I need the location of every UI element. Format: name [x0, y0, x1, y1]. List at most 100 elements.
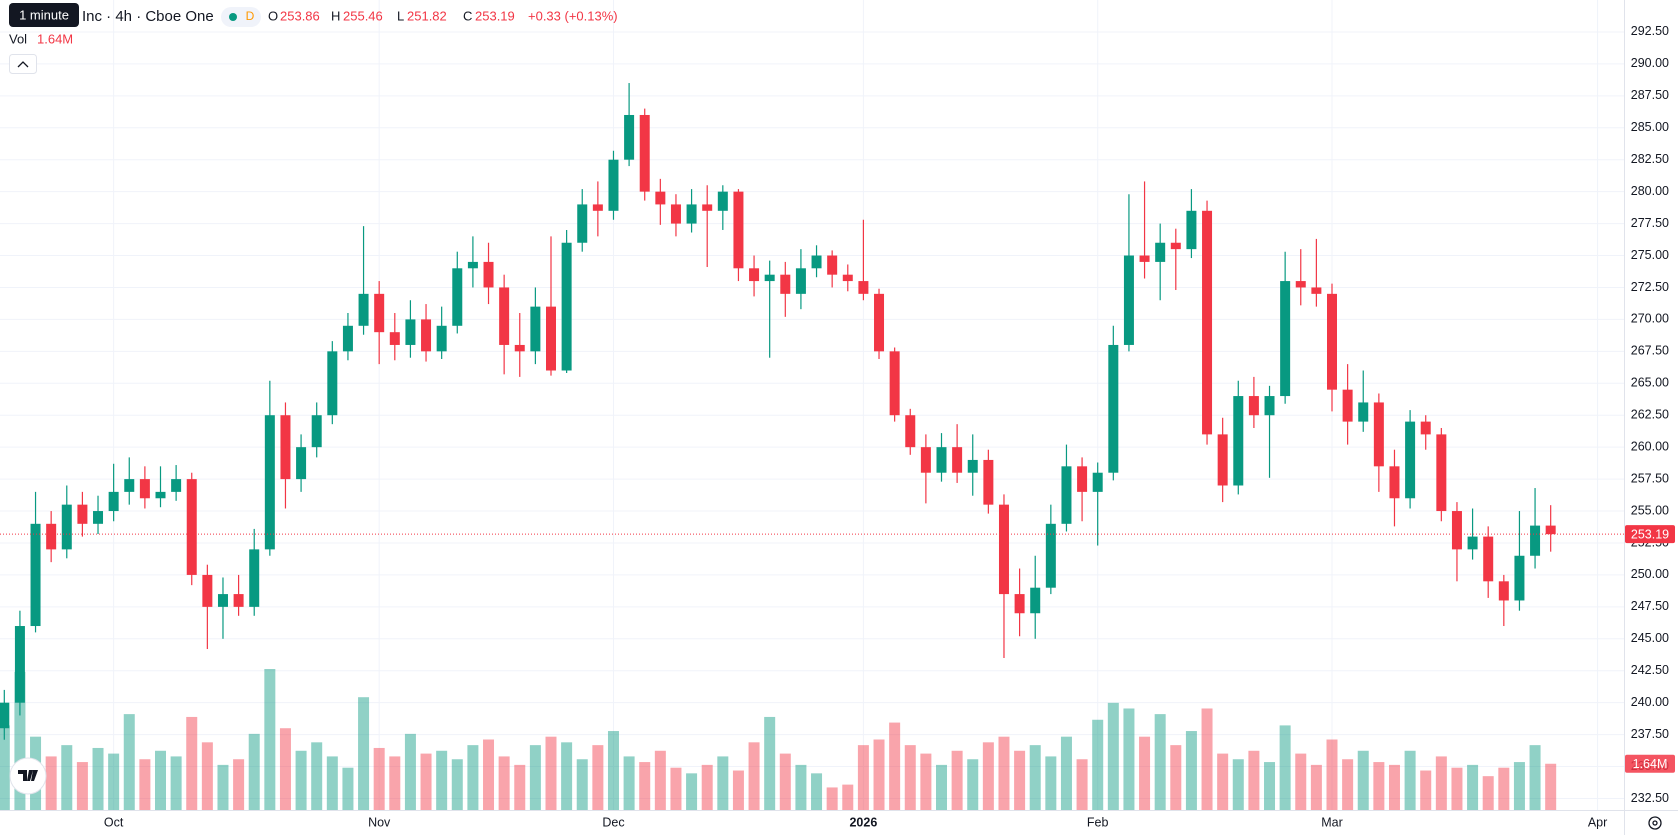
candle-body [108, 491, 119, 512]
symbol-title[interactable]: Inc · 4h · Cboe One [82, 8, 214, 25]
candle-body [858, 281, 869, 294]
candle-body [827, 255, 838, 275]
volume-bar [1498, 767, 1510, 810]
volume-bar [1092, 719, 1104, 810]
y-tick-label: 250.00 [1631, 567, 1669, 581]
volume-bar [998, 736, 1010, 810]
volume-bar [842, 784, 854, 810]
candle-body [14, 626, 25, 703]
candle-body [1202, 210, 1213, 435]
volume-bar [1014, 750, 1026, 810]
volume-bar [701, 764, 713, 810]
ohlc-value: 253.19 [475, 8, 515, 23]
candle-body [139, 479, 150, 499]
x-tick-label: 2026 [849, 815, 877, 829]
candle-body [77, 504, 88, 524]
volume-bar [1326, 739, 1338, 810]
y-tick-label: 247.50 [1631, 599, 1669, 613]
change: +0.33 (+0.13%) [528, 8, 618, 23]
volume-bar [732, 770, 744, 810]
candle-body [670, 204, 681, 224]
ohlc-label: L [397, 8, 404, 23]
volume-bar [529, 745, 541, 810]
candle-body [577, 204, 588, 243]
volume-bar [1170, 745, 1182, 810]
candle-body [1186, 210, 1197, 250]
volume-bar [498, 756, 510, 810]
candle-body [296, 447, 307, 480]
collapse-button[interactable] [9, 54, 37, 74]
candle-body [1217, 434, 1228, 486]
volume-bar [1201, 708, 1213, 810]
volume-bar [1404, 750, 1416, 810]
volume-bar [1295, 753, 1307, 810]
volume-bar [779, 753, 791, 810]
volume-bar [1435, 756, 1447, 810]
volume-bar [1482, 776, 1494, 810]
volume-bar [982, 742, 994, 810]
last-volume-box [1625, 754, 1675, 773]
settings[interactable] [1648, 816, 1662, 830]
candle-body [811, 255, 822, 269]
market-dot [229, 13, 237, 21]
volume-bar [389, 756, 401, 810]
y-tick-label: 270.00 [1631, 312, 1669, 326]
ohlc-value: 253.86 [280, 8, 320, 23]
last-price-label: 253.19 [1631, 527, 1669, 541]
candle-body [1045, 523, 1056, 588]
volume-bar [1467, 764, 1479, 810]
volume-bar [186, 716, 198, 810]
tooltip-box [9, 3, 79, 27]
candle-body [93, 511, 104, 524]
x-tick-label: Nov [368, 815, 391, 829]
volume-bar [14, 671, 26, 810]
volume-bar [61, 745, 73, 810]
volume-bar [436, 750, 448, 810]
volume-bar [108, 753, 120, 810]
y-tick-label: 277.50 [1631, 216, 1669, 230]
volume-bar [404, 733, 416, 810]
logo-mark [18, 770, 38, 781]
volume-bar [1154, 714, 1166, 810]
volume-bar [857, 745, 869, 810]
volume-bar [139, 759, 151, 810]
logo[interactable] [9, 757, 47, 795]
y-tick-label: 237.50 [1631, 727, 1669, 741]
volume-bar [1217, 753, 1229, 810]
volume-bar [514, 764, 526, 810]
volume-bar [264, 669, 276, 810]
y-tick-label: 275.00 [1631, 248, 1669, 262]
volume-bar [623, 756, 635, 810]
y-tick-label: 285.00 [1631, 120, 1669, 134]
candle-body [998, 504, 1009, 595]
last-volume-label: 1.64M [1633, 757, 1668, 771]
candle-body [30, 523, 41, 627]
candle-body [1389, 466, 1400, 499]
candle-body [1280, 281, 1291, 397]
volume-bar [217, 764, 229, 810]
volume-bar [1139, 736, 1151, 810]
candle-body [561, 242, 572, 371]
y-tick-label: 290.00 [1631, 56, 1669, 70]
volume-bar [545, 736, 557, 810]
candle-body [1123, 255, 1134, 345]
y-tick-label: 260.00 [1631, 439, 1669, 453]
status-pill[interactable] [221, 7, 261, 27]
candle-body [655, 191, 666, 205]
ohlc-value: 251.82 [407, 8, 447, 23]
volume-bar [76, 762, 88, 810]
candle-body [483, 261, 494, 288]
volume-bar [123, 714, 135, 810]
volume-bar [764, 716, 776, 810]
volume-bar [451, 759, 463, 810]
volume-bar [1248, 750, 1260, 810]
candle-body [264, 415, 275, 550]
y-tick-label: 292.50 [1631, 24, 1669, 38]
candle-body [1373, 402, 1384, 467]
x-tick-label: Dec [602, 815, 624, 829]
collapse-icon [17, 61, 29, 68]
volume-bar [1513, 762, 1525, 810]
candle-body [702, 204, 713, 211]
volume-bar [561, 742, 573, 810]
volume-bar [717, 756, 729, 810]
